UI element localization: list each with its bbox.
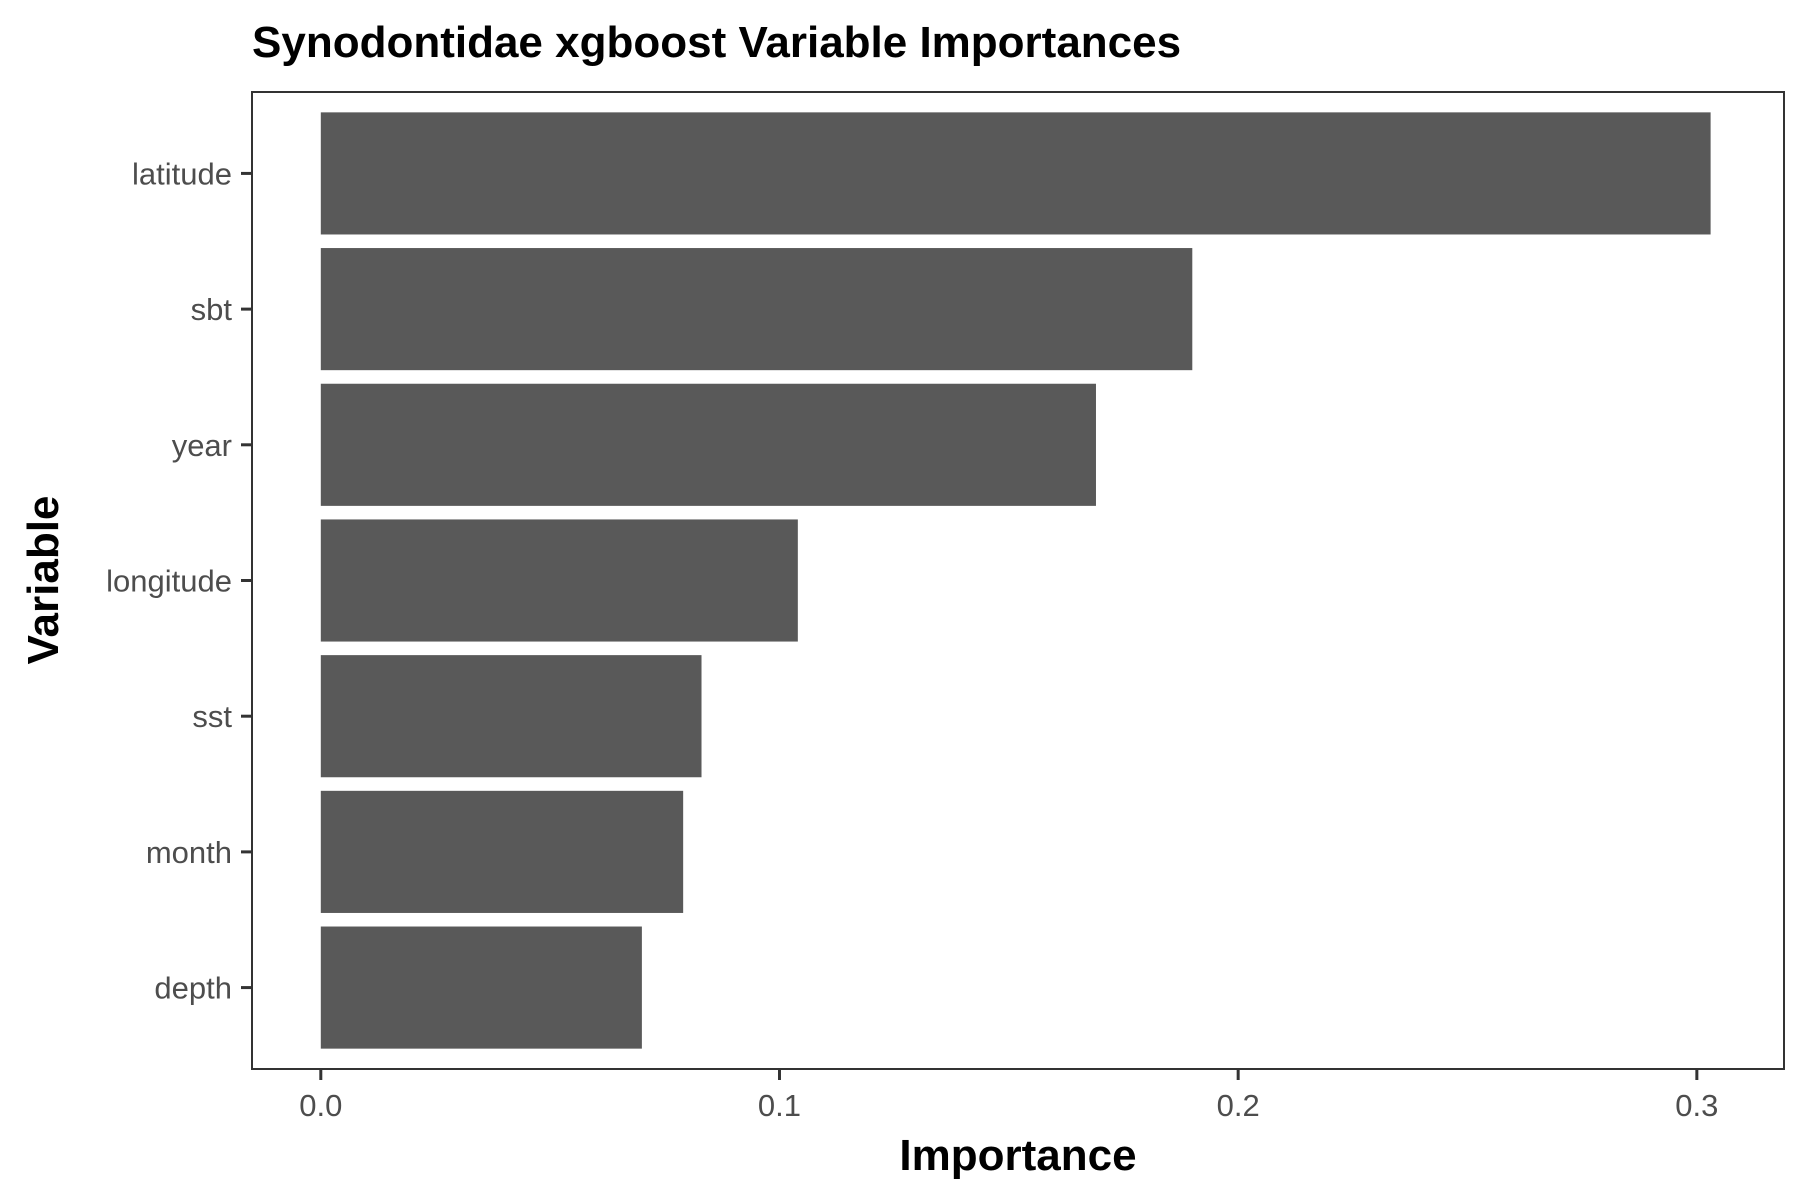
x-tick-label-2: 0.2 xyxy=(1217,1088,1260,1123)
y-axis-title: Variable xyxy=(19,496,68,665)
x-tick-label-3: 0.3 xyxy=(1675,1088,1718,1123)
bar-sst xyxy=(320,655,702,778)
y-tick-label-depth: depth xyxy=(154,971,232,1006)
x-tick-label-1: 0.1 xyxy=(758,1088,801,1123)
x-axis-title: Importance xyxy=(899,1131,1136,1180)
chart-title: Synodontidae xgboost Variable Importance… xyxy=(252,18,1181,67)
y-tick-label-sst: sst xyxy=(192,699,232,734)
y-tick-label-sbt: sbt xyxy=(191,292,233,327)
bar-longitude xyxy=(320,519,798,642)
bar-month xyxy=(320,790,684,913)
bar-latitude xyxy=(320,112,1711,235)
bars-group xyxy=(320,112,1711,1049)
x-tick-label-0: 0.0 xyxy=(299,1088,342,1123)
bar-sbt xyxy=(320,248,1193,371)
y-tick-label-longitude: longitude xyxy=(106,564,232,599)
x-axis: 0.0 0.1 0.2 0.3 xyxy=(299,1069,1718,1123)
bar-year xyxy=(320,383,1096,506)
y-tick-label-year: year xyxy=(172,428,232,463)
y-axis: latitude sbt year longitude sst month depth xyxy=(106,156,252,1006)
y-tick-label-latitude: latitude xyxy=(132,156,232,191)
y-tick-label-month: month xyxy=(146,835,232,870)
bar-depth xyxy=(320,926,642,1049)
